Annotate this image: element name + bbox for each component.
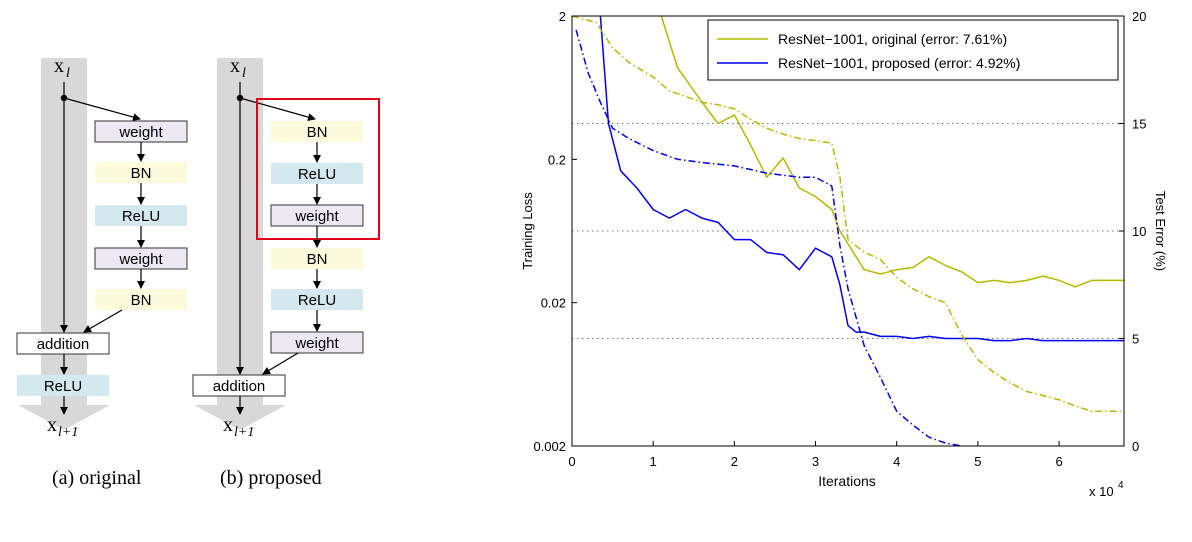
caption-proposed: (b) proposed — [220, 467, 322, 489]
block-bn-2: BN — [95, 289, 187, 310]
x-axis-multiplier: x 10 — [1089, 484, 1114, 499]
block-label: weight — [118, 124, 163, 141]
input-subscript: l — [66, 66, 70, 81]
test-error-line-proposed — [599, 15, 1124, 342]
block-label: weight — [294, 335, 339, 352]
diagram-original: x l weight BN ReLU weight BN — [16, 55, 188, 489]
x-tick-label-2: 2 — [731, 454, 738, 469]
output-subscript: l+1 — [58, 425, 78, 440]
output-subscript: l+1 — [234, 425, 254, 440]
y-left-tick-label-2: 0.02 — [541, 296, 566, 311]
test-error-line-original — [660, 15, 1124, 288]
block-weight-1: weight — [94, 120, 188, 143]
y-left-tick-label-3: 0.002 — [533, 439, 566, 454]
y-axis-right-label: Test Error (%) — [1153, 191, 1168, 271]
y-right-tick-label-2: 10 — [1132, 224, 1146, 239]
legend: ResNet−1001, original (error: 7.61%) Res… — [707, 19, 1119, 81]
addition-block: addition — [192, 374, 286, 397]
y-axis-left-label: Training Loss — [520, 192, 535, 270]
block-weight-2: weight — [270, 331, 364, 354]
block-label: BN — [131, 292, 152, 309]
y-right-tick-label-0: 0 — [1132, 439, 1139, 454]
block-label: addition — [213, 378, 266, 395]
merge-arrow — [262, 352, 299, 375]
block-bn-1: BN — [95, 162, 187, 183]
x-tick-label-4: 4 — [893, 454, 900, 469]
x-tick-label-0: 0 — [568, 454, 575, 469]
merge-arrow — [83, 309, 123, 333]
block-label: addition — [37, 336, 90, 353]
block-label: BN — [307, 251, 328, 268]
block-label: ReLU — [44, 378, 82, 395]
branch-arrow — [63, 97, 141, 121]
block-bn-1: BN — [271, 121, 363, 142]
block-label: ReLU — [298, 292, 336, 309]
block-relu-2: ReLU — [271, 289, 363, 310]
x-tick-label-6: 6 — [1055, 454, 1062, 469]
diagram-proposed: x l BN ReLU weight BN ReLU — [192, 55, 380, 489]
post-relu-block: ReLU — [17, 375, 109, 396]
block-label: BN — [131, 165, 152, 182]
y-right-tick-label-4: 20 — [1132, 9, 1146, 24]
y-right-tick-label-3: 15 — [1132, 117, 1146, 132]
series-layer — [571, 15, 1124, 447]
block-weight-2: weight — [94, 247, 188, 270]
output-label: x — [47, 414, 57, 436]
output-label: x — [223, 414, 233, 436]
block-label: BN — [307, 124, 328, 141]
legend-entry-proposed: ResNet−1001, proposed (error: 4.92%) — [778, 55, 1020, 71]
branch-arrow — [239, 97, 316, 121]
block-bn-2: BN — [271, 248, 363, 269]
training-loss-line-original — [571, 15, 1124, 412]
legend-entry-original: ResNet−1001, original (error: 7.61%) — [778, 31, 1007, 47]
highlight-box — [256, 98, 380, 240]
block-label: ReLU — [122, 208, 160, 225]
x-tick-label-1: 1 — [650, 454, 657, 469]
legend-box — [707, 19, 1119, 81]
input-label: x — [230, 55, 240, 77]
x-tick-label-5: 5 — [974, 454, 981, 469]
x-axis-multiplier-exponent: 4 — [1118, 480, 1124, 491]
block-label: weight — [294, 208, 339, 225]
y-right-tick-label-1: 5 — [1132, 332, 1139, 347]
x-axis-label: Iterations — [818, 473, 876, 489]
block-label: ReLU — [298, 166, 336, 183]
training-loss-line-proposed — [575, 29, 962, 447]
y-left-tick-label-0: 2 — [559, 9, 566, 24]
input-label: x — [54, 55, 64, 77]
block-label: weight — [118, 251, 163, 268]
addition-block: addition — [16, 332, 110, 355]
input-subscript: l — [242, 66, 246, 81]
block-relu-1: ReLU — [95, 205, 187, 226]
block-weight-1: weight — [270, 204, 364, 227]
caption-original: (a) original — [52, 467, 142, 489]
y-left-tick-label-1: 0.2 — [548, 152, 566, 167]
grid-lines — [572, 123, 1124, 339]
x-tick-label-3: 3 — [812, 454, 819, 469]
block-relu-1: ReLU — [271, 163, 363, 184]
